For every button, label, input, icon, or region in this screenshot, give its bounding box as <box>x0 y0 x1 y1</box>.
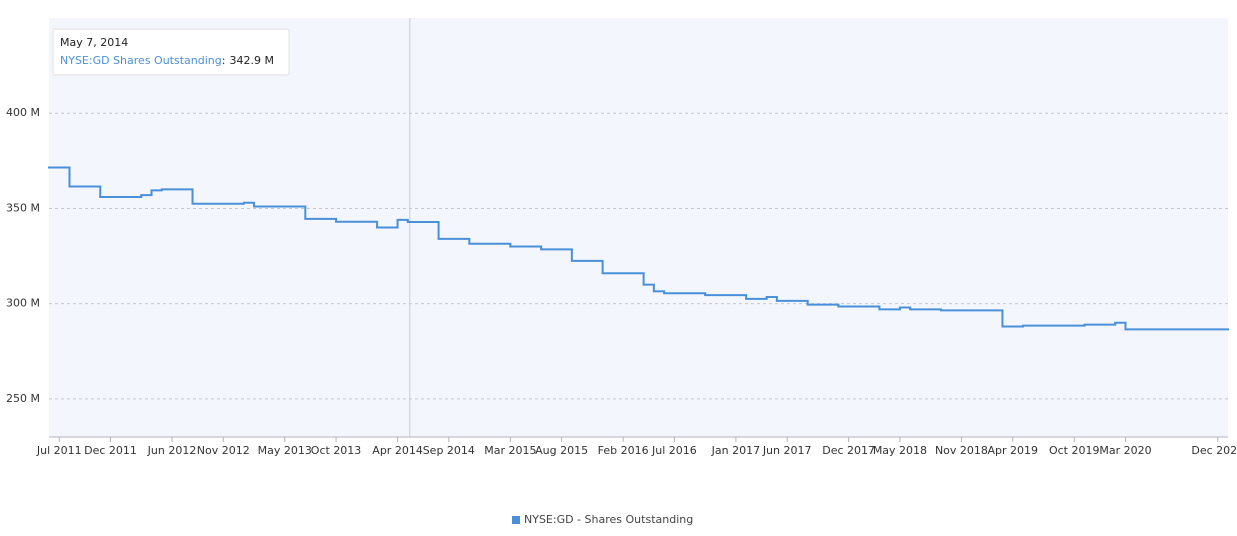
x-tick-label: Jun 2012 <box>147 444 197 457</box>
x-tick-label: Oct 2019 <box>1049 444 1100 457</box>
x-tick-label: Dec 2017 <box>822 444 875 457</box>
tooltip-box <box>52 28 290 76</box>
x-tick-label: Jul 2016 <box>651 444 697 457</box>
x-tick-label: Nov 2018 <box>935 444 988 457</box>
y-tick-label: 400 M <box>6 106 40 119</box>
x-tick-label: May 2013 <box>258 444 312 457</box>
x-tick-label: May 2018 <box>873 444 927 457</box>
tooltip-row: NYSE:GD Shares Outstanding: 342.9 M <box>60 54 274 67</box>
x-tick-label: Nov 2012 <box>197 444 250 457</box>
y-tick-label: 250 M <box>6 392 40 405</box>
x-tick-label: Oct 2013 <box>311 444 362 457</box>
plot-area <box>49 18 1228 437</box>
legend-label: NYSE:GD - Shares Outstanding <box>524 513 693 526</box>
x-tick-label: Apr 2019 <box>987 444 1038 457</box>
tooltip-date: May 7, 2014 <box>60 36 128 49</box>
x-tick-label: Dec 2011 <box>84 444 137 457</box>
y-tick-label: 350 M <box>6 201 40 214</box>
y-tick-label: 300 M <box>6 297 40 310</box>
x-tick-label: Mar 2020 <box>1099 444 1151 457</box>
x-tick-label: Sep 2014 <box>423 444 475 457</box>
x-tick-label: Jan 2017 <box>711 444 760 457</box>
x-tick-label: Feb 2016 <box>598 444 649 457</box>
x-tick-label: Jul 2011 <box>36 444 82 457</box>
x-tick-label: Apr 2014 <box>372 444 423 457</box>
legend-swatch <box>512 516 520 524</box>
tooltip-series: NYSE:GD Shares Outstanding <box>60 54 222 67</box>
x-tick-label: Aug 2015 <box>535 444 588 457</box>
tooltip: May 7, 2014 NYSE:GD Shares Outstanding: 34… <box>52 28 290 76</box>
x-tick-label: Jun 2017 <box>762 444 812 457</box>
x-tick-label: Mar 2015 <box>484 444 536 457</box>
x-tick-label: Dec 2020 <box>1191 444 1237 457</box>
tooltip-separator: : <box>222 54 226 67</box>
tooltip-value: 342.9 M <box>229 54 273 67</box>
